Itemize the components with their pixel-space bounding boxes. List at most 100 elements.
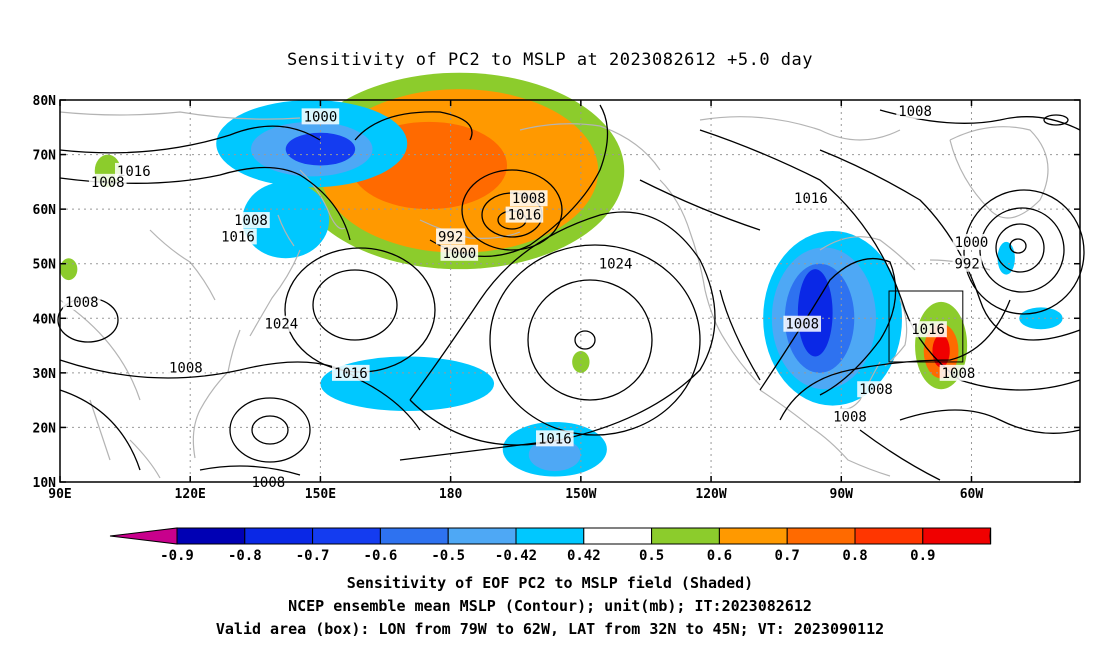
colorbar-label: 0.9 — [910, 548, 935, 564]
caption-shading: Sensitivity of EOF PC2 to MSLP field (Sh… — [346, 574, 754, 592]
contour-label-bg — [167, 359, 205, 376]
contour-label-bg — [783, 315, 822, 332]
contour-label-bg — [509, 190, 548, 207]
contour-label: 1000 — [304, 109, 338, 125]
contour-label: 1000 — [955, 235, 989, 251]
contour-label-bg — [831, 408, 869, 425]
colorbar-swatch — [922, 527, 992, 545]
contour-label: 1016 — [538, 431, 572, 447]
colorbar-swatch — [718, 527, 788, 545]
lon-label: 120E — [175, 487, 206, 502]
contour-label: 992 — [955, 257, 980, 273]
shade-blob — [242, 181, 330, 259]
contour-label-bg — [536, 430, 574, 447]
colorbar: -0.9 -0.8 -0.7 -0.6 -0.5 -0.42 0.42 0.5 0.6 0.7 0.… — [109, 527, 992, 564]
lat-label: 10N — [33, 476, 57, 491]
contour-label-bg — [262, 315, 301, 332]
mslp-contours — [57, 104, 1085, 481]
coastlines — [59, 111, 1049, 479]
contour-label: 1008 — [251, 475, 285, 491]
contour-label: 1008 — [785, 317, 819, 333]
shade-blob — [797, 269, 833, 357]
contour-label-bg — [792, 190, 830, 207]
colorbar-label: -0.7 — [296, 548, 330, 564]
contour-label-bg — [505, 206, 544, 223]
contour-label-bg — [440, 244, 479, 261]
contour-label: 1024 — [599, 257, 633, 273]
lat-label: 40N — [33, 312, 57, 327]
lon-label: 90W — [830, 487, 854, 502]
contour-label-bg — [301, 108, 340, 125]
contour-label-bg — [909, 321, 947, 338]
map-frame — [59, 99, 1081, 483]
colorbar-right-tip — [989, 527, 992, 545]
contour-label-bg — [219, 228, 257, 245]
lat-label: 20N — [33, 421, 57, 436]
colorbar-label: 0.7 — [775, 548, 800, 564]
contour-label-bg — [857, 381, 895, 398]
shade-blob — [932, 334, 950, 368]
contour-label-bg — [896, 102, 934, 119]
colorbar-swatch — [583, 527, 653, 545]
colorbar-label: -0.8 — [228, 548, 262, 564]
contour-label: 1008 — [512, 191, 546, 207]
colorbar-label: -0.5 — [431, 548, 465, 564]
contour-label-bg — [952, 255, 982, 272]
colorbar-swatch — [176, 527, 246, 545]
colorbar-swatch — [786, 527, 856, 545]
colorbar-label: -0.9 — [160, 548, 194, 564]
contour-label-bg — [88, 173, 127, 190]
contour-label: 1016 — [794, 191, 828, 207]
colorbar-left-tip — [109, 527, 178, 545]
map-title: Sensitivity of PC2 to MSLP at 2023082612… — [286, 50, 813, 70]
colorbar-label: -0.6 — [364, 548, 398, 564]
contour-label-bg — [232, 212, 270, 229]
colorbar-label: 0.42 — [567, 548, 601, 564]
shade-blob — [60, 258, 78, 281]
lon-label: 150W — [565, 487, 596, 502]
contour-label-bg — [62, 293, 101, 310]
lat-label: 70N — [33, 149, 57, 164]
contour-label: 1008 — [859, 382, 893, 398]
lon-label: 60W — [960, 487, 984, 502]
colorbar-label: 0.5 — [639, 548, 664, 564]
lat-label: 80N — [33, 94, 57, 109]
contour-label: 1016 — [911, 322, 945, 338]
lat-label: 60N — [33, 203, 57, 218]
lon-label: 120W — [695, 487, 726, 502]
colorbar-swatch — [244, 527, 314, 545]
colorbar-label: -0.42 — [495, 548, 537, 564]
contour-label-bg — [952, 233, 991, 250]
lon-label: 90E — [48, 487, 71, 502]
contour-label: 1008 — [234, 213, 268, 229]
contour-label: 992 — [438, 229, 463, 245]
lon-label: 150E — [305, 487, 336, 502]
colorbar-swatch — [515, 527, 585, 545]
contour-label-bg — [436, 228, 466, 245]
colorbar-swatch — [651, 527, 720, 545]
contour-label: 1016 — [221, 229, 255, 245]
contour-label: 1016 — [334, 366, 368, 382]
lon-label: 180 — [439, 487, 463, 502]
contour-label-bg — [332, 364, 370, 381]
shade-blob — [572, 351, 590, 373]
caption-valid-area: Valid area (box): LON from 79W to 62W, L… — [215, 620, 885, 638]
contour-label: 1008 — [898, 104, 932, 120]
colorbar-label: 0.8 — [842, 548, 867, 564]
contour-label: 1008 — [942, 366, 976, 382]
colorbar-swatch — [447, 527, 517, 545]
lat-label: 50N — [33, 258, 57, 273]
colorbar-swatch — [379, 527, 449, 545]
contour-label: 1000 — [442, 246, 476, 262]
shade-blob — [528, 438, 581, 472]
colorbar-swatch — [854, 527, 924, 545]
colorbar-label: 0.6 — [707, 548, 732, 564]
shade-blob — [997, 241, 1015, 275]
shade-blob — [1019, 307, 1063, 330]
contour-label: 1008 — [833, 410, 867, 426]
contour-label: 1008 — [91, 175, 125, 191]
contour-label: 1024 — [265, 317, 299, 333]
